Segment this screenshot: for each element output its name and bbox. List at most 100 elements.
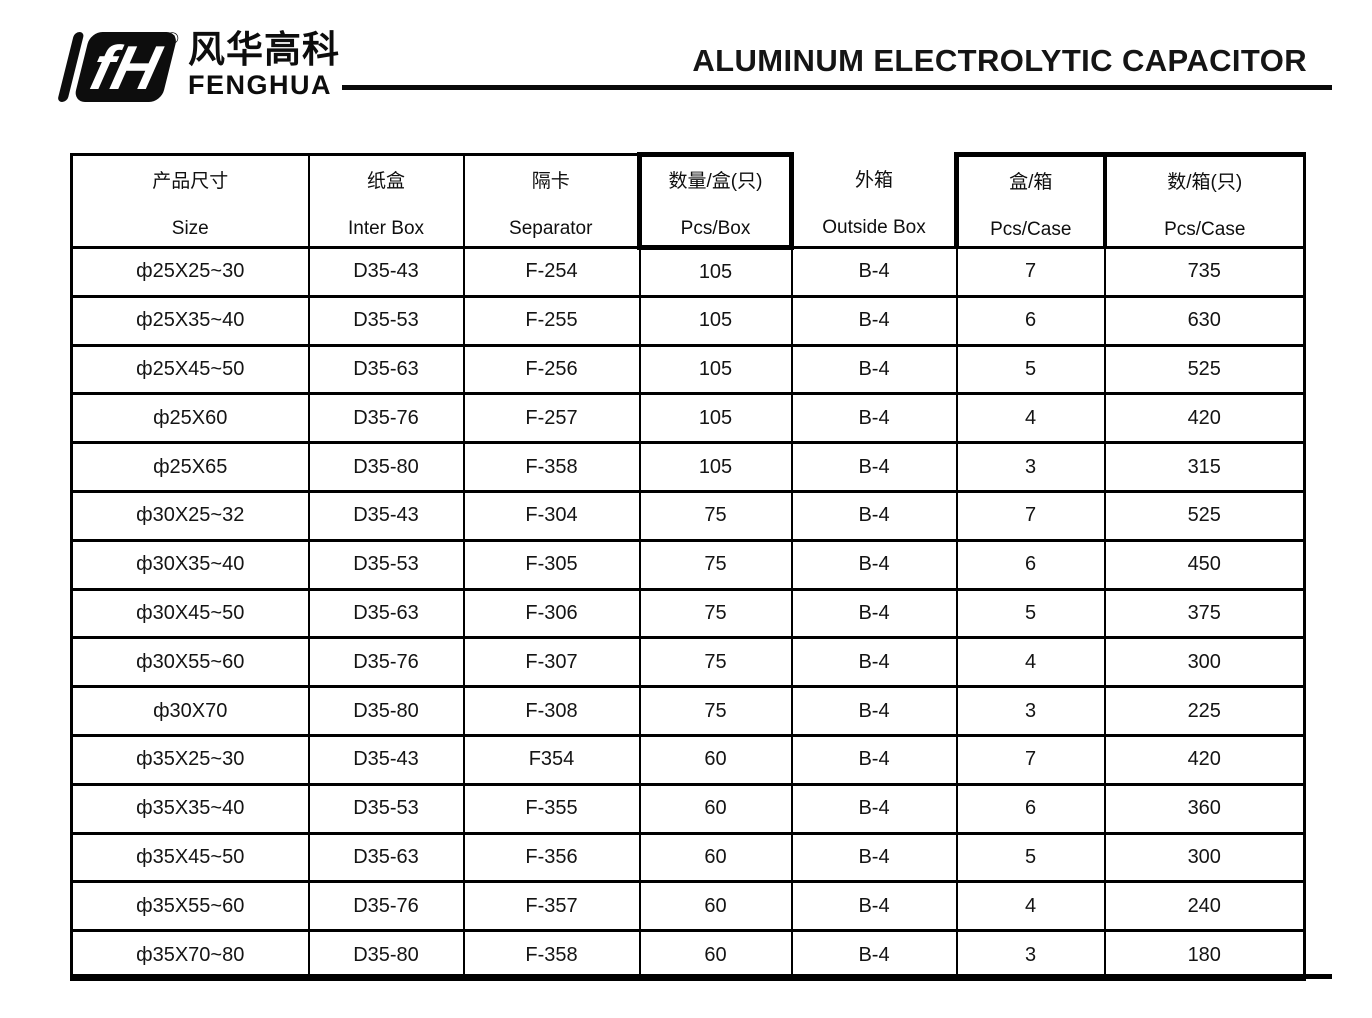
cell-pcs-per-case: 420 — [1103, 733, 1306, 786]
cell-size: ф35X70~80 — [70, 929, 310, 981]
cell-boxes-per-case: 6 — [955, 538, 1106, 591]
cell-pcs-per-box: 60 — [638, 929, 793, 981]
cell-inter-box: D35-63 — [307, 587, 465, 640]
cell-pcs-per-case: 225 — [1103, 685, 1306, 737]
cell-outside-box: B-4 — [790, 685, 958, 737]
cell-boxes-per-case: 7 — [955, 489, 1106, 542]
cell-pcs-per-box: 75 — [638, 636, 793, 689]
cell-size: ф25X25~30 — [70, 246, 310, 298]
cell-inter-box: D35-80 — [307, 441, 465, 493]
cell-separator: F-308 — [462, 685, 641, 737]
column-header-pcs-per-box-cn: 数量/盒(只) — [668, 171, 763, 192]
cell-size: ф25X45~50 — [70, 343, 310, 396]
column-header-boxes-per-case: 盒/箱 Pcs/Case — [954, 152, 1106, 249]
column-header-size: 产品尺寸 Size — [70, 153, 310, 249]
cell-pcs-per-box: 105 — [638, 343, 793, 396]
cell-size: ф30X25~32 — [70, 489, 310, 542]
cell-boxes-per-case: 5 — [955, 831, 1106, 884]
cell-outside-box: B-4 — [790, 831, 958, 884]
table-bottom-rule — [70, 974, 1332, 979]
cell-pcs-per-box: 105 — [638, 294, 793, 347]
cell-size: ф30X45~50 — [70, 587, 310, 640]
column-header-pcs-per-box: 数量/盒(只) Pcs/Box — [637, 152, 794, 250]
cell-inter-box: D35-63 — [307, 343, 465, 396]
cell-pcs-per-case: 735 — [1103, 246, 1306, 298]
table-row: ф35X25~30 D35-43 F354 60 B-4 7 420 — [70, 733, 1306, 786]
cell-size: ф25X60 — [70, 392, 310, 445]
cell-pcs-per-case: 630 — [1103, 294, 1306, 347]
cell-pcs-per-case: 300 — [1103, 831, 1306, 884]
cell-pcs-per-case: 450 — [1103, 538, 1306, 591]
cell-inter-box: D35-80 — [307, 685, 465, 737]
cell-boxes-per-case: 6 — [955, 294, 1106, 347]
table-row: ф30X45~50 D35-63 F-306 75 B-4 5 375 — [70, 587, 1306, 640]
table-row: ф25X45~50 D35-63 F-256 105 B-4 5 525 — [70, 343, 1306, 396]
table-row: ф30X70 D35-80 F-308 75 B-4 3 225 — [70, 685, 1306, 737]
cell-inter-box: D35-76 — [307, 392, 465, 445]
cell-boxes-per-case: 4 — [955, 392, 1106, 445]
cell-pcs-per-case: 315 — [1103, 441, 1306, 493]
cell-pcs-per-box: 60 — [638, 831, 793, 884]
cell-inter-box: D35-80 — [307, 929, 465, 981]
cell-separator: F-355 — [462, 782, 641, 835]
table-row: ф25X65 D35-80 F-358 105 B-4 3 315 — [70, 441, 1306, 493]
cell-separator: F-257 — [462, 392, 641, 445]
fenghua-logo-icon: fH ® — [58, 29, 179, 103]
cell-boxes-per-case: 4 — [955, 880, 1106, 933]
column-header-inter-box: 纸盒 Inter Box — [307, 153, 465, 249]
table-row: ф25X35~40 D35-53 F-255 105 B-4 6 630 — [70, 294, 1306, 347]
cell-separator: F-356 — [462, 831, 641, 884]
column-header-inter-box-cn: 纸盒 — [366, 171, 405, 192]
cell-boxes-per-case: 7 — [955, 733, 1106, 786]
cell-boxes-per-case: 7 — [955, 246, 1106, 298]
cell-separator: F-254 — [462, 246, 641, 298]
column-header-size-cn: 产品尺寸 — [152, 171, 229, 192]
cell-pcs-per-box: 105 — [638, 441, 793, 493]
header-row: 产品尺寸 Size 纸盒 Inter Box 隔卡 Separator — [70, 152, 1306, 250]
brand-wordmark: 风华高科 FENGHUA — [188, 30, 340, 99]
column-header-inter-box-en: Inter Box — [347, 218, 425, 239]
cell-size: ф25X65 — [70, 441, 310, 493]
cell-size: ф30X70 — [70, 685, 310, 737]
cell-inter-box: D35-43 — [307, 733, 465, 786]
table-row: ф35X45~50 D35-63 F-356 60 B-4 5 300 — [70, 831, 1306, 884]
table-row: ф30X35~40 D35-53 F-305 75 B-4 6 450 — [70, 538, 1306, 591]
cell-outside-box: B-4 — [790, 782, 958, 835]
cell-pcs-per-case: 180 — [1103, 929, 1306, 981]
column-header-pcs-per-case: 数/箱(只) Pcs/Case — [1102, 152, 1306, 249]
column-header-outside-box-cn: 外箱 — [854, 170, 893, 192]
column-header-boxes-per-case-cn: 盒/箱 — [1009, 171, 1053, 193]
page-title: ALUMINUM ELECTROLYTIC CAPACITOR — [692, 43, 1307, 78]
column-header-outside-box-en: Outside Box — [822, 217, 926, 239]
cell-boxes-per-case: 5 — [955, 343, 1106, 396]
cell-pcs-per-box: 105 — [638, 246, 793, 298]
cell-outside-box: B-4 — [790, 538, 958, 591]
cell-separator: F-357 — [462, 880, 641, 933]
cell-pcs-per-case: 360 — [1103, 782, 1306, 835]
cell-separator: F354 — [462, 733, 641, 786]
cell-pcs-per-case: 375 — [1103, 587, 1306, 640]
cell-separator: F-256 — [462, 343, 641, 396]
cell-inter-box: D35-76 — [307, 880, 465, 933]
cell-separator: F-305 — [462, 538, 641, 591]
cell-size: ф30X55~60 — [70, 636, 310, 689]
cell-pcs-per-case: 420 — [1103, 392, 1306, 445]
cell-separator: F-306 — [462, 587, 641, 640]
cell-pcs-per-case: 525 — [1103, 489, 1306, 542]
cell-separator: F-307 — [462, 636, 641, 689]
cell-boxes-per-case: 6 — [955, 782, 1106, 835]
cell-size: ф35X45~50 — [70, 831, 310, 884]
cell-pcs-per-box: 60 — [638, 782, 793, 835]
cell-size: ф35X55~60 — [70, 880, 310, 933]
cell-outside-box: B-4 — [790, 441, 958, 493]
table-row: ф25X25~30 D35-43 F-254 105 B-4 7 735 — [70, 246, 1306, 298]
cell-size: ф35X35~40 — [70, 782, 310, 835]
cell-pcs-per-case: 525 — [1103, 343, 1306, 396]
packing-table-header: 产品尺寸 Size 纸盒 Inter Box 隔卡 Separator — [70, 152, 1306, 250]
registered-trademark-icon: ® — [166, 29, 179, 48]
cell-pcs-per-box: 60 — [638, 733, 793, 786]
cell-boxes-per-case: 5 — [955, 587, 1106, 640]
cell-outside-box: B-4 — [790, 246, 958, 298]
cell-inter-box: D35-53 — [307, 538, 465, 591]
header-rule — [342, 85, 1332, 90]
